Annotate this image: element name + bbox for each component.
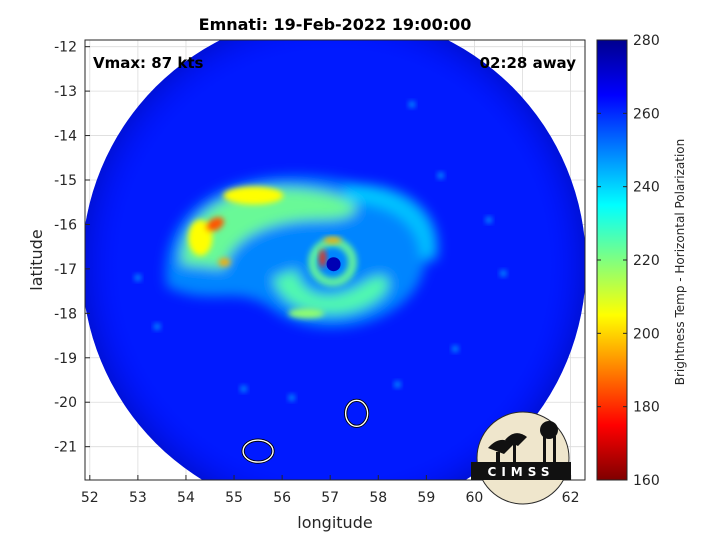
island-reunion: [242, 439, 274, 463]
y-tick-label: -14: [54, 129, 77, 145]
eyewall-core: [319, 249, 326, 268]
plot-frame: [84, 39, 586, 481]
cimss-logo-text: CIMSS: [488, 465, 555, 479]
rainband-layer: [165, 176, 438, 328]
speckle: [485, 217, 492, 223]
vmax-annotation: Vmax: 87 kts: [93, 54, 203, 72]
speckle: [394, 381, 401, 388]
y-tick-label: -12: [54, 40, 77, 56]
plot-area: 5253545556575859606162 -12-13-14-15-16-1…: [54, 39, 586, 506]
y-tick-label: -20: [54, 395, 77, 411]
eyewall-core: [323, 237, 342, 244]
convection-layer: [188, 186, 325, 319]
speckle: [154, 323, 161, 330]
y-tick-label: -18: [54, 306, 77, 322]
convection-streak: [223, 186, 284, 205]
x-tick-label: 62: [562, 490, 580, 506]
heatmap-scene: [85, 40, 585, 480]
colorbar-tick-label: 200: [633, 326, 660, 342]
y-tick-label: -13: [54, 84, 77, 100]
y-tick-label: -19: [54, 351, 77, 367]
cimss-logo: CIMSS: [471, 411, 571, 505]
x-tick-label: 56: [273, 490, 291, 506]
speckle: [500, 270, 507, 277]
speckle: [134, 274, 141, 281]
speckle: [408, 101, 415, 108]
colorbar: 160 180 200 220 240 260 280 Brightness Temp - …: [596, 33, 687, 489]
colorbar-tick-label: 240: [633, 180, 660, 196]
time-away-annotation: 02:28 away: [480, 54, 577, 72]
island-mauritius: [344, 399, 369, 428]
convection-core: [205, 217, 224, 232]
colorbar-ticks: 160 180 200 220 240 260 280: [597, 33, 660, 489]
convection-streak: [288, 308, 325, 319]
speckle: [240, 385, 247, 392]
x-tick-label: 59: [417, 490, 435, 506]
y-tick-label: -16: [54, 217, 77, 233]
speckle: [288, 394, 295, 401]
x-tick-label: 60: [466, 490, 484, 506]
x-tick-label: 55: [225, 490, 243, 506]
x-axis-label: longitude: [297, 513, 372, 532]
y-tick-label: -21: [54, 440, 77, 456]
colorbar-tick-label: 160: [633, 473, 660, 489]
chart-title: Emnati: 19-Feb-2022 19:00:00: [199, 15, 472, 34]
colorbar-tick-label: 260: [633, 106, 660, 122]
storm-eye: [326, 257, 341, 272]
y-tick-label: -15: [54, 173, 77, 189]
x-tick-label: 54: [177, 490, 195, 506]
spiral-arm: [344, 184, 438, 260]
y-tick-label: -17: [54, 262, 77, 278]
speckle: [452, 345, 459, 352]
colorbar-label: Brightness Temp - Horizontal Polarizatio…: [673, 139, 687, 386]
south-rainband: [272, 268, 389, 315]
colorbar-tick-label: 180: [633, 400, 660, 416]
x-tick-label: 52: [81, 490, 99, 506]
north-rainband: [181, 187, 357, 269]
colorbar-tick-label: 280: [633, 33, 660, 49]
colorbar-tick-label: 220: [633, 253, 660, 269]
x-tick-label: 57: [321, 490, 339, 506]
x-tick-label: 53: [129, 490, 147, 506]
convection-core: [218, 258, 231, 267]
x-tick-label: 58: [369, 490, 387, 506]
speckle: [437, 172, 444, 179]
colorbar-gradient: [596, 39, 628, 481]
y-axis-label: latitude: [27, 229, 46, 290]
y-axis-ticks: -12 -13 -14 -15 -16 -17 -18 -19 -20 -21: [54, 40, 90, 456]
